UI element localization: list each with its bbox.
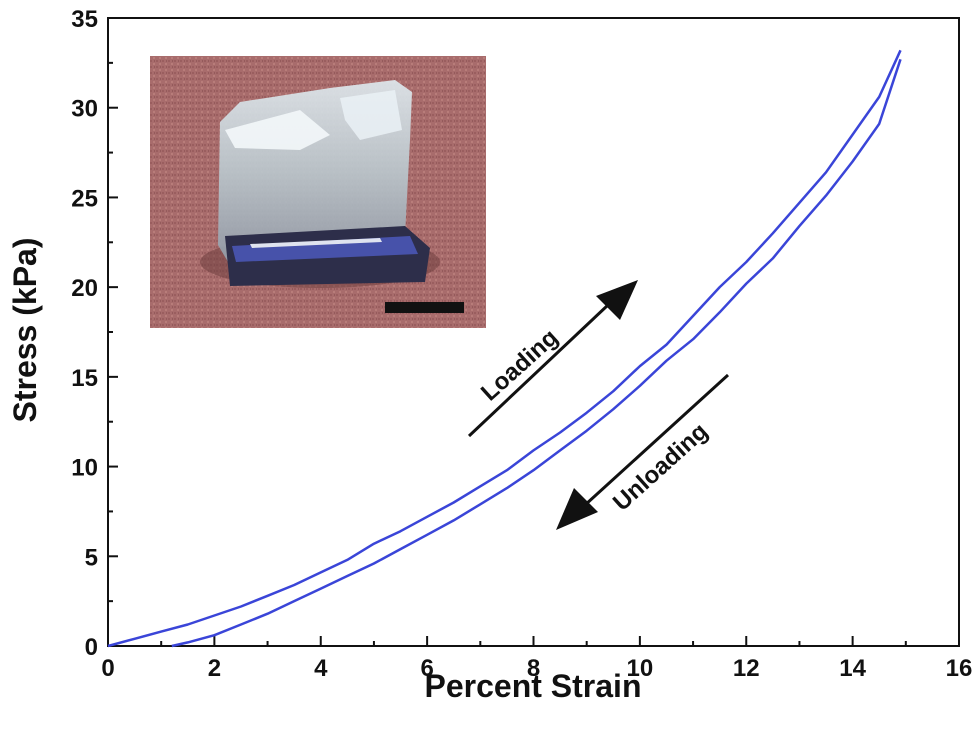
loading-arrowhead — [596, 280, 638, 320]
y-tick-label: 30 — [71, 96, 98, 123]
y-axis-title: Stress (kPa) — [7, 238, 43, 423]
loading-arrow — [467, 280, 638, 438]
cube-base-glint — [250, 238, 382, 248]
unloading-label: Unloading — [608, 418, 713, 517]
x-tick-label: 0 — [101, 655, 114, 682]
cube-highlight — [225, 110, 330, 150]
x-tick-label: 2 — [208, 655, 221, 682]
y-tick-label: 15 — [71, 365, 98, 392]
y-tick-label: 25 — [71, 185, 98, 212]
x-tick-label: 6 — [420, 655, 433, 682]
x-tick-label: 12 — [733, 655, 760, 682]
x-tick-label: 10 — [627, 655, 654, 682]
inset-photo — [150, 56, 486, 328]
series-layer — [107, 49, 902, 648]
x-tick-label: 8 — [527, 655, 540, 682]
x-tick-label: 16 — [946, 655, 973, 682]
loading-label: Loading — [476, 324, 563, 407]
axis-ticks — [107, 17, 960, 647]
tick-labels: 0 2 4 6 8 10 12 14 16 0 5 10 15 20 25 30 35 — [71, 6, 972, 682]
x-axis-title: Percent Strain — [425, 668, 642, 704]
y-tick-label: 5 — [85, 544, 98, 571]
y-tick-label: 10 — [71, 455, 98, 482]
unloading-curve — [171, 58, 902, 648]
x-tick-label: 4 — [314, 655, 328, 682]
x-tick-label: 14 — [839, 655, 866, 682]
scale-bar — [385, 302, 464, 313]
y-tick-label: 20 — [71, 275, 98, 302]
unloading-arrowhead — [556, 488, 598, 530]
cube-reflection — [340, 90, 402, 140]
y-tick-label: 0 — [85, 634, 98, 661]
unloading-arrow — [556, 373, 730, 530]
cube-base-blue — [232, 236, 418, 262]
loading-curve — [107, 49, 902, 648]
y-tick-label: 35 — [71, 6, 98, 33]
